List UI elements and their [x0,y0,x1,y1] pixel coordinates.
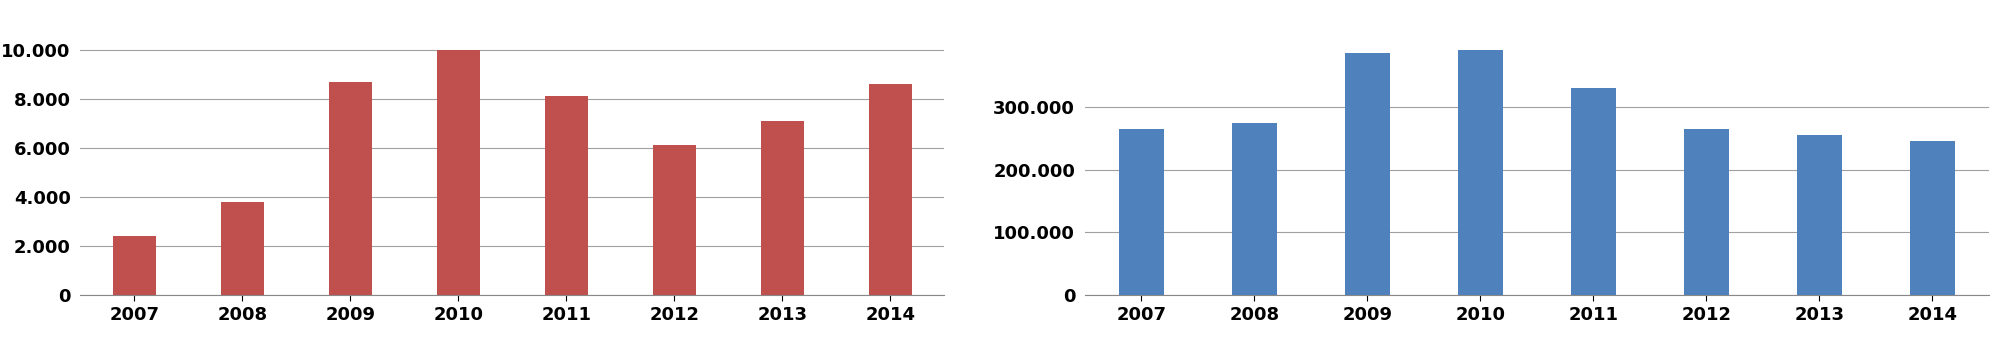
Bar [1796,135,1842,295]
Bar [1232,122,1278,295]
Bar [1571,88,1615,295]
Bar [1119,129,1163,295]
Bar [1684,129,1730,295]
Bar [436,50,480,295]
Bar [329,82,372,295]
Bar [221,202,263,295]
Bar [113,236,157,295]
Bar [868,84,912,295]
Bar [1911,141,1955,295]
Bar [653,145,695,295]
Bar [1459,50,1503,295]
Bar [1344,53,1390,295]
Bar [761,121,804,295]
Bar [544,96,589,295]
